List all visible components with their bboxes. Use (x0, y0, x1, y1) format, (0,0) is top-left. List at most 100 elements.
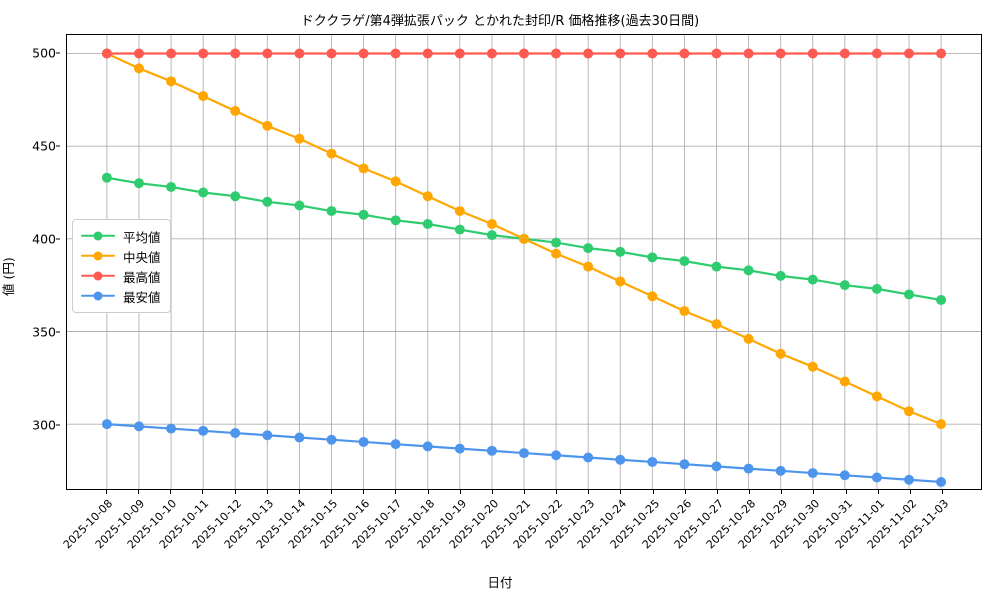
data-point-marker (486, 48, 497, 59)
data-point-marker (230, 191, 241, 202)
legend-item-1[interactable]: 平均値 (81, 226, 161, 246)
data-point-marker (551, 237, 562, 248)
data-point-marker (486, 445, 497, 456)
data-point-marker (583, 452, 594, 463)
y-axis-tick-label: 450 (32, 138, 56, 154)
data-point-marker (807, 274, 818, 285)
data-point-marker (583, 243, 594, 254)
data-point-marker (358, 48, 369, 59)
data-point-marker (294, 200, 305, 211)
data-point-marker (583, 48, 594, 59)
data-point-marker (775, 48, 786, 59)
data-point-marker (198, 48, 209, 59)
grid-lines (67, 35, 981, 489)
data-point-marker (198, 425, 209, 436)
data-point-marker (679, 459, 690, 470)
data-point-marker (904, 474, 914, 485)
series-4 (101, 419, 947, 487)
data-point-marker (166, 76, 177, 87)
chart-legend: 平均値中央値 最高値 最安値 (72, 219, 171, 313)
x-axis-tick-mark (556, 490, 558, 494)
data-point-marker (134, 178, 144, 189)
data-point-marker (743, 48, 754, 59)
data-point-marker (871, 391, 882, 402)
data-point-marker (198, 91, 209, 102)
data-point-marker (262, 120, 273, 131)
data-point-marker (711, 261, 722, 272)
data-point-marker (422, 191, 433, 202)
data-point-marker (166, 48, 177, 59)
data-point-marker (486, 230, 497, 241)
data-point-marker (519, 448, 529, 459)
x-axis-tick-mark (781, 490, 783, 494)
x-axis-tick-layer: 2025-10-08 2025-10-09 2025-10-10 2025-10-11… (61, 490, 982, 570)
legend-label: 平均値 (123, 229, 161, 245)
x-axis-tick-mark (427, 490, 429, 494)
data-point-marker (807, 48, 818, 59)
data-point-marker (390, 215, 401, 226)
data-point-marker (101, 48, 112, 59)
data-point-marker (326, 48, 337, 59)
data-point-marker (615, 276, 626, 287)
data-series-layer (101, 48, 947, 487)
legend-swatch-icon (81, 249, 115, 263)
x-axis-tick-mark (877, 490, 879, 494)
plot-area (66, 34, 982, 490)
data-point-marker (390, 48, 401, 59)
data-point-marker (166, 181, 177, 192)
x-axis-tick-mark (298, 490, 300, 494)
data-point-marker (647, 291, 658, 302)
data-point-marker (134, 63, 144, 74)
data-point-marker (390, 439, 401, 450)
x-axis-tick-mark (202, 490, 204, 494)
data-point-marker (936, 476, 947, 487)
data-point-marker (294, 432, 305, 443)
y-axis-tick-label: 350 (32, 324, 56, 340)
data-point-marker (326, 148, 337, 159)
data-point-marker (454, 443, 465, 454)
data-point-marker (904, 289, 914, 300)
data-point-marker (807, 361, 818, 372)
data-point-marker (230, 105, 241, 116)
data-point-marker (326, 206, 337, 217)
data-point-marker (871, 472, 882, 483)
data-point-marker (583, 261, 594, 272)
y-axis-tick-label: 400 (32, 231, 56, 247)
y-axis-label: 値 (円) (1, 257, 16, 296)
x-axis-tick-mark (395, 490, 397, 494)
data-point-marker (904, 48, 914, 59)
data-point-marker (519, 48, 529, 59)
legend-label: 中央値 (123, 249, 161, 265)
x-axis-tick-mark (620, 490, 622, 494)
legend-item-4[interactable]: 最安値 (81, 286, 161, 306)
data-point-marker (743, 333, 754, 344)
data-point-marker (679, 306, 690, 317)
data-point-marker (679, 48, 690, 59)
data-point-marker (454, 48, 465, 59)
y-axis-tick-label: 300 (32, 417, 56, 433)
x-axis-tick-mark (749, 490, 751, 494)
data-point-marker (936, 295, 947, 305)
data-point-marker (134, 48, 144, 59)
data-point-marker (358, 163, 369, 174)
x-axis-tick-mark (588, 490, 590, 494)
data-point-marker (871, 283, 882, 294)
data-point-marker (422, 48, 433, 59)
data-point-marker (615, 48, 626, 59)
x-axis-tick-mark (234, 490, 236, 494)
data-point-marker (134, 421, 144, 432)
x-axis-tick-mark (524, 490, 525, 494)
data-point-marker (647, 48, 658, 59)
data-point-marker (775, 465, 786, 476)
x-axis-label: 日付 (487, 575, 513, 590)
data-point-marker (551, 248, 562, 259)
y-axis-tick-mark (56, 238, 60, 240)
x-axis-tick-mark (331, 490, 333, 494)
data-point-marker (198, 187, 209, 198)
x-axis-tick-mark (813, 490, 815, 494)
series-2 (101, 48, 947, 430)
y-axis-tick-mark (56, 52, 60, 54)
data-point-marker (390, 176, 401, 187)
legend-item-2[interactable]: 中央値 (81, 246, 161, 266)
legend-item-3[interactable]: 最高値 (81, 266, 161, 286)
